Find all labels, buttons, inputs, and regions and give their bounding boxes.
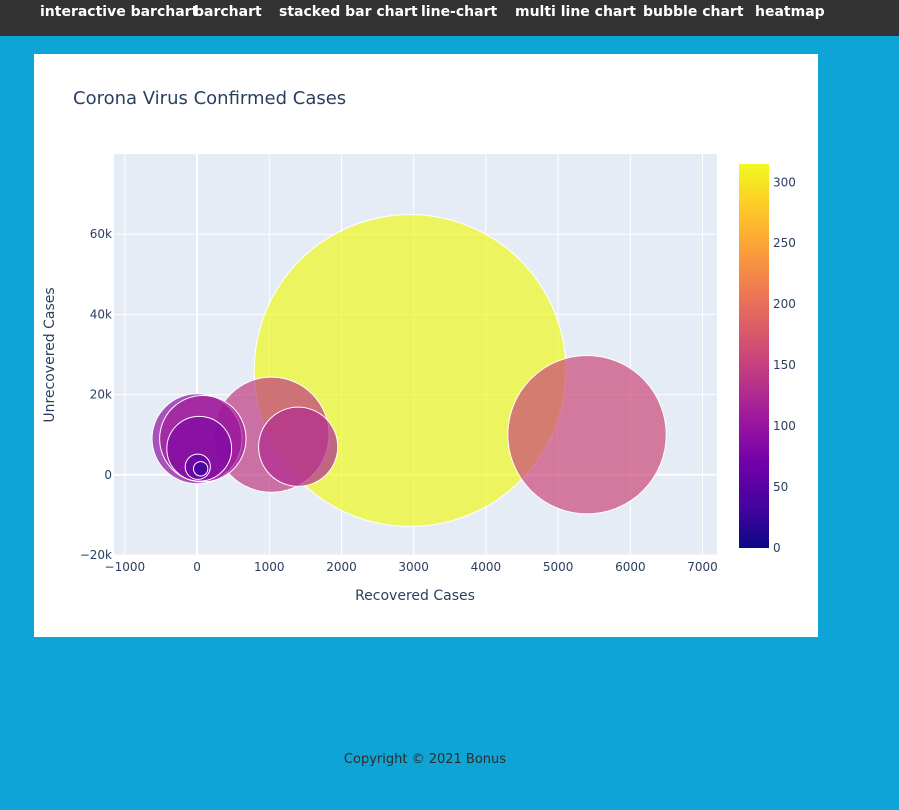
nav-link-barchart[interactable]: barchart bbox=[194, 4, 262, 20]
nav-link-stacked-bar-chart[interactable]: stacked bar chart bbox=[279, 4, 418, 20]
colorbar-tick-label: 300 bbox=[773, 175, 796, 189]
x-tick-label: 3000 bbox=[398, 560, 429, 574]
footer-copyright: Copyright © 2021 Bonus bbox=[343, 752, 507, 767]
y-tick-label: 60k bbox=[90, 227, 112, 241]
colorbar-tick-label: 0 bbox=[773, 541, 781, 555]
y-axis-label: Unrecovered Cases bbox=[42, 287, 58, 422]
x-axis-label: Recovered Cases bbox=[355, 588, 475, 604]
bubble-point bbox=[166, 415, 233, 482]
x-tick-label: 6000 bbox=[615, 560, 646, 574]
bubble-point bbox=[507, 355, 667, 515]
x-tick-label: 1000 bbox=[254, 560, 285, 574]
bubble-chart[interactable]: Corona Virus Confirmed Cases −1000 0 1000 2… bbox=[34, 54, 818, 637]
bubble-point bbox=[192, 461, 209, 477]
x-tick-label: 7000 bbox=[687, 560, 718, 574]
chart-title: Corona Virus Confirmed Cases bbox=[73, 88, 346, 109]
x-tick-label: 4000 bbox=[471, 560, 502, 574]
y-tick-label: 0 bbox=[104, 468, 112, 482]
x-tick-labels: −1000 0 1000 2000 3000 4000 5000 6000 7000 bbox=[105, 560, 718, 574]
bubble-layer bbox=[151, 214, 667, 527]
colorbar-tick-label: 250 bbox=[773, 236, 796, 250]
nav-link-line-chart[interactable]: line-chart bbox=[421, 4, 498, 20]
nav-link-heatmap[interactable]: heatmap bbox=[755, 4, 825, 20]
colorbar-tick-labels: 0 50 100 150 200 250 300 bbox=[773, 175, 796, 555]
colorbar-tick-label: 200 bbox=[773, 297, 796, 311]
colorbar bbox=[739, 164, 769, 548]
y-tick-label: 40k bbox=[90, 307, 112, 321]
y-tick-label: 20k bbox=[90, 388, 112, 402]
colorbar-tick-label: 100 bbox=[773, 419, 796, 433]
chart-card: Corona Virus Confirmed Cases −1000 0 1000 2… bbox=[34, 54, 818, 637]
x-tick-label: −1000 bbox=[105, 560, 146, 574]
colorbar-tick-label: 150 bbox=[773, 358, 796, 372]
top-navigation: interactive barchart barchart stacked ba… bbox=[0, 0, 899, 36]
colorbar-tick-label: 50 bbox=[773, 480, 788, 494]
nav-link-bubble-chart[interactable]: bubble chart bbox=[643, 4, 744, 20]
bubble-point bbox=[258, 406, 339, 487]
nav-link-multi-line-chart[interactable]: multi line chart bbox=[515, 4, 636, 20]
y-tick-labels: −20k 0 20k 40k 60k bbox=[80, 227, 112, 562]
y-tick-label: −20k bbox=[80, 548, 112, 562]
x-tick-label: 5000 bbox=[543, 560, 574, 574]
x-tick-label: 2000 bbox=[326, 560, 357, 574]
nav-link-interactive-barchart[interactable]: interactive barchart bbox=[40, 4, 199, 20]
x-tick-label: 0 bbox=[193, 560, 201, 574]
